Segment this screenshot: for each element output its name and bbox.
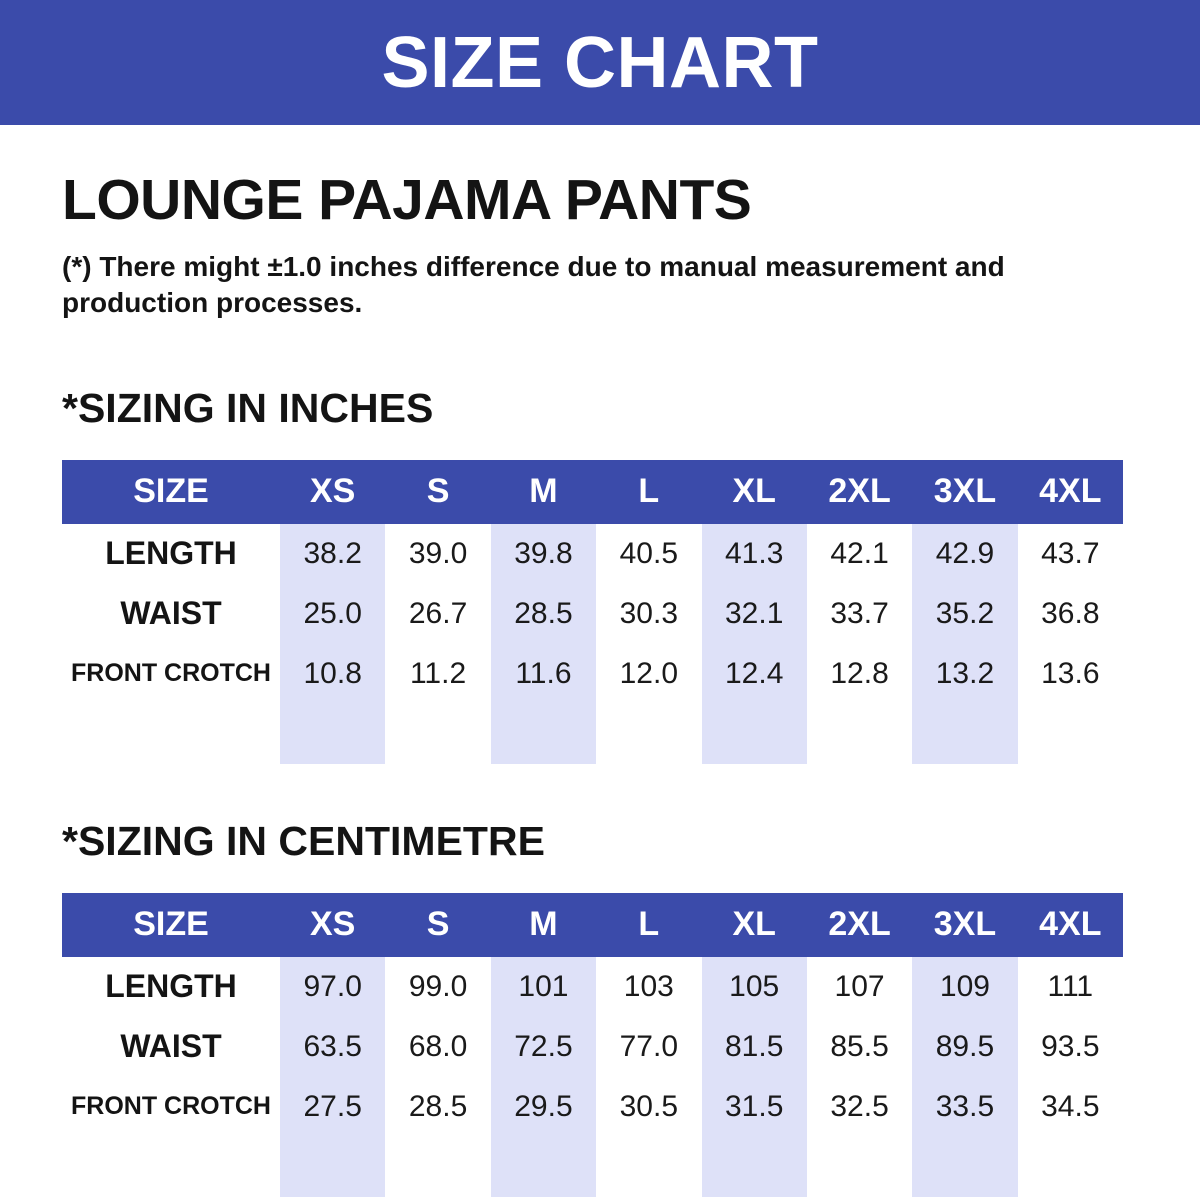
size-value-cell: 32.1 (701, 583, 807, 644)
size-value-cell: 105 (701, 956, 807, 1017)
table-row-front-crotch: FRONT CROTCH 27.5 28.5 29.5 30.5 31.5 32… (62, 1076, 1123, 1137)
section-heading-inches: *SIZING IN INCHES (62, 384, 434, 431)
header-cell-l: L (596, 892, 702, 957)
size-value-cell: 10.8 (280, 643, 386, 704)
spacer-row (62, 1136, 1123, 1197)
size-value-cell: 85.5 (830, 1029, 889, 1063)
size-value-cell: 31.5 (701, 1076, 807, 1137)
size-value-cell: 30.3 (619, 596, 678, 630)
size-value-cell: 39.8 (490, 523, 597, 584)
size-value-cell: 34.5 (1041, 1089, 1100, 1123)
row-label: FRONT CROTCH (62, 1076, 280, 1137)
size-table-inches: SIZE XS S M L XL 2XL 3XL 4XL LENGTH 38.2… (62, 459, 1123, 764)
size-value-cell: 30.5 (619, 1089, 678, 1123)
size-value-cell: 68.0 (408, 1029, 468, 1063)
header-cell-xl: XL (701, 892, 807, 957)
header-cell-4xl: 4XL (1017, 892, 1123, 957)
size-value-cell: 12.4 (701, 643, 807, 704)
size-value-cell: 40.5 (619, 536, 678, 570)
header-cell-2xl: 2XL (806, 459, 913, 524)
size-value-cell: 81.5 (701, 1016, 807, 1077)
size-value-cell: 77.0 (619, 1029, 678, 1063)
size-value-cell: 107 (834, 969, 885, 1003)
measurement-note: (*) There might ±1.0 inches difference d… (62, 251, 1005, 318)
size-value-cell: 11.2 (409, 656, 467, 690)
spacer-row (62, 703, 1123, 764)
header-cell-xl: XL (701, 459, 807, 524)
product-title: LOUNGE PAJAMA PANTS (62, 168, 752, 232)
size-value-cell: 26.7 (408, 596, 468, 630)
size-value-cell: 63.5 (280, 1016, 386, 1077)
size-value-cell: 38.2 (280, 523, 386, 584)
content-area: LOUNGE PAJAMA PANTS (*) There might ±1.0… (0, 167, 1200, 1197)
size-value-cell: 13.6 (1041, 656, 1100, 690)
size-value-cell: 36.8 (1041, 596, 1100, 630)
size-value-cell: 103 (623, 969, 674, 1003)
size-value-cell: 28.5 (490, 583, 597, 644)
size-value-cell: 43.7 (1041, 536, 1100, 570)
size-table-centimetre: SIZE XS S M L XL 2XL 3XL 4XL LENGTH 97.0… (62, 892, 1123, 1197)
row-label: LENGTH (62, 956, 280, 1017)
size-value-cell: 33.5 (912, 1076, 1018, 1137)
size-value-cell: 72.5 (490, 1016, 597, 1077)
header-cell-2xl: 2XL (806, 892, 913, 957)
header-cell-3xl: 3XL (912, 892, 1018, 957)
size-value-cell: 111 (1047, 969, 1094, 1003)
table-row-waist: WAIST 25.0 26.7 28.5 30.3 32.1 33.7 35.2… (62, 583, 1123, 644)
header-cell-xs: XS (280, 459, 386, 524)
size-value-cell: 99.0 (408, 969, 468, 1003)
size-value-cell: 93.5 (1041, 1029, 1100, 1063)
table-row-front-crotch: FRONT CROTCH 10.8 11.2 11.6 12.0 12.4 12… (62, 643, 1123, 704)
header-cell-l: L (596, 459, 702, 524)
row-label: WAIST (62, 1016, 280, 1077)
size-value-cell: 25.0 (280, 583, 386, 644)
section-heading-centimetre: *SIZING IN CENTIMETRE (62, 817, 545, 864)
size-value-cell: 97.0 (280, 956, 386, 1017)
size-value-cell: 11.6 (490, 643, 597, 704)
header-cell-m: M (490, 459, 597, 524)
size-value-cell: 28.5 (408, 1089, 468, 1123)
size-value-cell: 27.5 (280, 1076, 386, 1137)
banner-title: SIZE CHART (381, 22, 819, 103)
size-value-cell: 35.2 (912, 583, 1018, 644)
header-cell-3xl: 3XL (912, 459, 1018, 524)
size-value-cell: 33.7 (830, 596, 889, 630)
header-cell-s: S (385, 459, 491, 524)
size-value-cell: 109 (912, 956, 1018, 1017)
row-label: FRONT CROTCH (62, 643, 280, 704)
header-cell-4xl: 4XL (1017, 459, 1123, 524)
size-value-cell: 13.2 (912, 643, 1018, 704)
size-value-cell: 29.5 (490, 1076, 597, 1137)
size-value-cell: 32.5 (830, 1089, 889, 1123)
header-cell-m: M (490, 892, 597, 957)
size-value-cell: 39.0 (408, 536, 468, 570)
table-header-row: SIZE XS S M L XL 2XL 3XL 4XL (62, 892, 1123, 957)
header-cell-s: S (385, 892, 491, 957)
size-value-cell: 12.8 (830, 656, 889, 690)
size-value-cell: 101 (490, 956, 597, 1017)
size-value-cell: 89.5 (912, 1016, 1018, 1077)
header-cell-size: SIZE (62, 459, 280, 524)
table-header-row: SIZE XS S M L XL 2XL 3XL 4XL (62, 459, 1123, 524)
row-label: WAIST (62, 583, 280, 644)
row-label: LENGTH (62, 523, 280, 584)
banner: SIZE CHART (0, 0, 1200, 125)
header-cell-size: SIZE (62, 892, 280, 957)
table-row-length: LENGTH 38.2 39.0 39.8 40.5 41.3 42.1 42.… (62, 523, 1123, 584)
size-value-cell: 42.9 (912, 523, 1018, 584)
table-row-length: LENGTH 97.0 99.0 101 103 105 107 109 111 (62, 956, 1123, 1017)
size-value-cell: 41.3 (701, 523, 807, 584)
size-value-cell: 42.1 (830, 536, 889, 570)
size-value-cell: 12.0 (619, 656, 678, 690)
header-cell-xs: XS (280, 892, 386, 957)
table-row-waist: WAIST 63.5 68.0 72.5 77.0 81.5 85.5 89.5… (62, 1016, 1123, 1077)
